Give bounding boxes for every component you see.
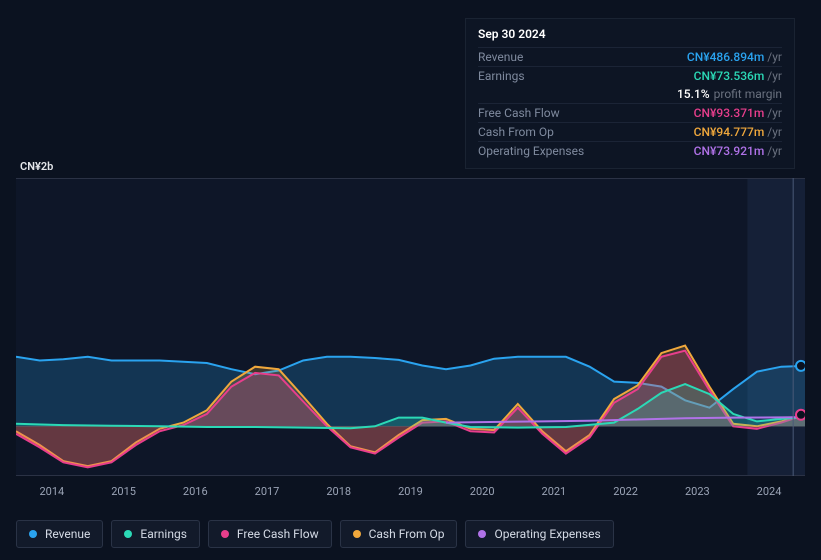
legend-label: Free Cash Flow [237, 527, 319, 541]
x-axis-label: 2016 [183, 485, 208, 498]
chart-legend: Revenue Earnings Free Cash Flow Cash From O… [16, 520, 614, 548]
tooltip-row: Cash From Op CN¥94.777m/yr [478, 122, 782, 141]
legend-item[interactable]: Cash From Op [340, 520, 458, 548]
chart-area [16, 178, 805, 476]
legend-label: Earnings [140, 527, 187, 541]
tooltip-row: Revenue CN¥486.894m/yr [478, 47, 782, 66]
x-axis-label: 2023 [685, 485, 710, 498]
x-axis-label: 2020 [470, 485, 495, 498]
legend-dot-icon [29, 530, 37, 538]
x-axis-label: 2021 [542, 485, 567, 498]
x-axis-label: 2017 [255, 485, 280, 498]
legend-dot-icon [478, 530, 486, 538]
legend-item[interactable]: Revenue [16, 520, 103, 548]
tooltip-date: Sep 30 2024 [478, 27, 782, 41]
legend-item[interactable]: Operating Expenses [465, 520, 613, 548]
x-axis-label: 2015 [111, 485, 136, 498]
x-axis-label: 2014 [39, 485, 64, 498]
tooltip-row-value: CN¥93.371m/yr [694, 106, 782, 120]
legend-dot-icon [221, 530, 229, 538]
x-axis-label: 2022 [613, 485, 638, 498]
tooltip-row-label: Cash From Op [478, 125, 554, 139]
legend-item[interactable]: Earnings [111, 520, 200, 548]
tooltip-profit-margin: 15.1%profit margin [478, 85, 782, 103]
tooltip-row: Free Cash Flow CN¥93.371m/yr [478, 103, 782, 122]
tooltip-row-label: Revenue [478, 50, 523, 64]
x-axis-label: 2018 [326, 485, 351, 498]
financials-chart [16, 178, 805, 476]
tooltip-row-value: CN¥94.777m/yr [694, 125, 782, 139]
tooltip-row-value: CN¥486.894m/yr [687, 50, 782, 64]
tooltip-row-value: CN¥73.921m/yr [694, 144, 782, 158]
legend-item[interactable]: Free Cash Flow [208, 520, 332, 548]
data-tooltip: Sep 30 2024 Revenue CN¥486.894m/yr Earning… [465, 18, 795, 169]
x-axis: 2014 2015 2016 2017 2018 2019 2020 2021 2022 2023… [16, 485, 805, 498]
tooltip-row: Earnings CN¥73.536m/yr [478, 66, 782, 85]
x-axis-label: 2019 [398, 485, 423, 498]
legend-label: Revenue [45, 527, 90, 541]
tooltip-row-value: CN¥73.536m/yr [694, 69, 782, 83]
legend-dot-icon [353, 530, 361, 538]
x-axis-label: 2024 [757, 485, 782, 498]
tooltip-row-label: Operating Expenses [478, 144, 584, 158]
y-axis-label: CN¥2b [20, 160, 53, 173]
tooltip-row: Operating Expenses CN¥73.921m/yr [478, 141, 782, 160]
tooltip-row-label: Free Cash Flow [478, 106, 560, 120]
legend-label: Operating Expenses [494, 527, 600, 541]
legend-dot-icon [124, 530, 132, 538]
legend-label: Cash From Op [369, 527, 445, 541]
tooltip-row-label: Earnings [478, 69, 525, 83]
